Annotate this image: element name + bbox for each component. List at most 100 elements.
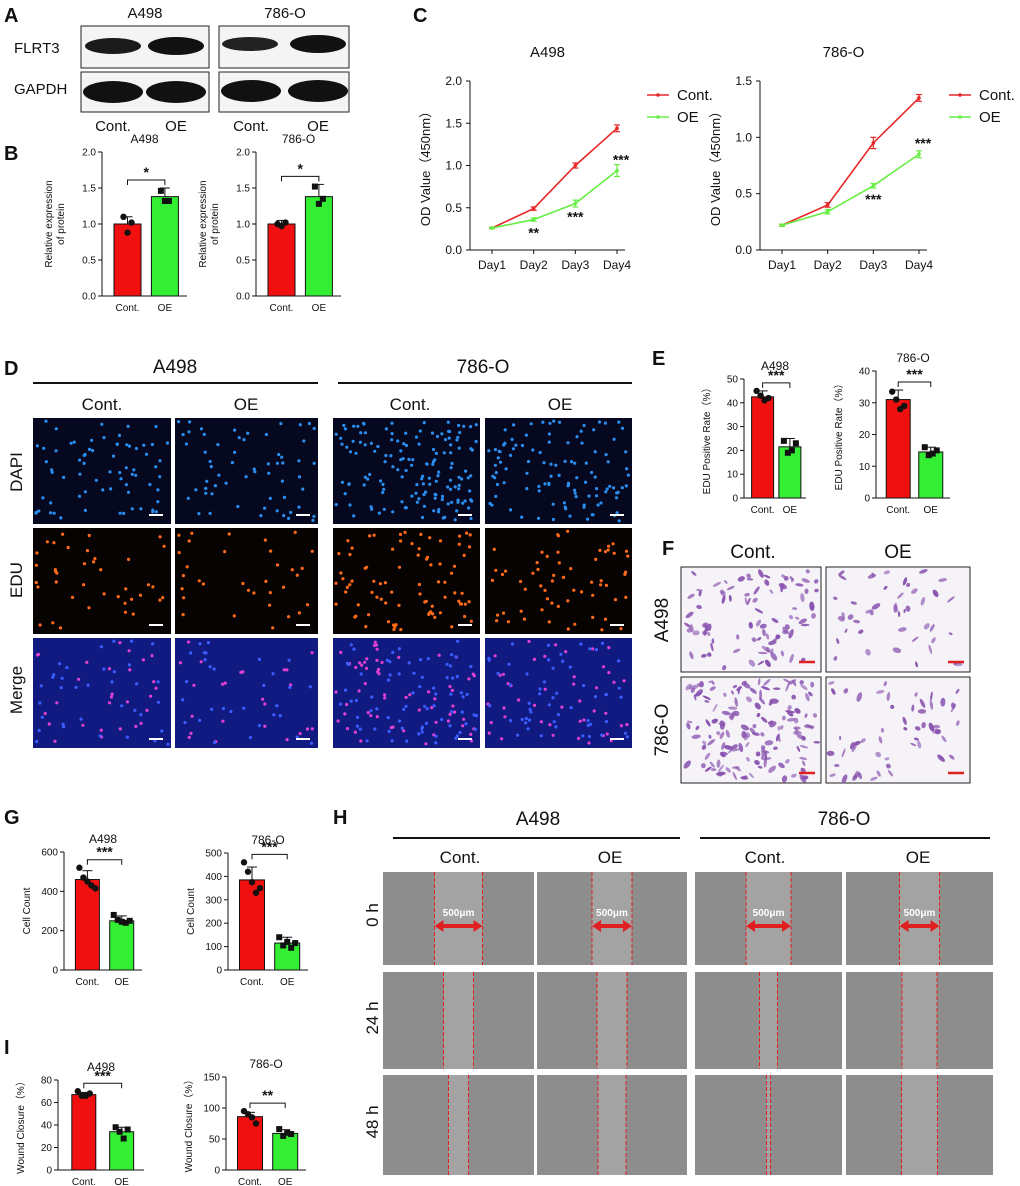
cell-nucleus	[448, 712, 452, 717]
data-point	[161, 197, 168, 204]
cell-nucleus	[457, 483, 461, 487]
cell-nucleus	[192, 683, 196, 687]
cell-nucleus	[416, 553, 420, 557]
stained-cell	[744, 592, 750, 597]
wound-gap	[443, 972, 474, 1069]
data-point	[126, 917, 133, 924]
micrograph-tile	[485, 638, 632, 748]
cell-nucleus	[366, 477, 370, 481]
cell-nucleus	[495, 619, 499, 623]
cell-nucleus	[586, 517, 590, 521]
stained-cell	[917, 709, 927, 714]
cell-nucleus	[158, 535, 162, 539]
cell-nucleus	[474, 714, 478, 718]
cell-nucleus	[577, 736, 581, 741]
cell-nucleus	[198, 642, 202, 646]
stained-cell	[839, 735, 842, 741]
data-point	[112, 1124, 119, 1131]
cell-nucleus	[434, 692, 438, 696]
cell-nucleus	[392, 627, 396, 632]
stained-cell	[725, 767, 731, 773]
cell-nucleus	[466, 476, 470, 480]
cell-nucleus	[87, 606, 91, 610]
stained-cell	[801, 578, 810, 583]
stained-cell	[756, 712, 761, 718]
cell-nucleus	[112, 670, 116, 674]
stained-cell	[841, 611, 846, 620]
cell-nucleus	[547, 620, 551, 624]
y-tick-label: 30	[727, 422, 739, 433]
cell-nucleus	[54, 569, 58, 574]
cell-nucleus	[429, 563, 433, 567]
chart-title: A498	[761, 359, 789, 373]
stained-cell	[711, 638, 715, 644]
cell-nucleus	[552, 419, 556, 423]
transwell-tile	[825, 566, 971, 673]
cell-nucleus	[488, 704, 492, 708]
cell-nucleus	[373, 640, 377, 644]
cell-nucleus	[246, 431, 250, 435]
stained-cell	[746, 578, 754, 581]
y-tick-label: 200	[41, 926, 58, 937]
chart-title: 786-O	[282, 132, 315, 146]
cell-nucleus	[359, 431, 363, 435]
cell-nucleus	[587, 734, 592, 739]
cell-nucleus	[355, 715, 360, 720]
cell-nucleus	[582, 423, 586, 428]
cell-nucleus	[554, 643, 558, 647]
cell-nucleus	[398, 532, 403, 537]
cell-nucleus	[561, 575, 566, 580]
data-point	[165, 197, 172, 204]
cell-nucleus	[572, 675, 576, 679]
stained-cell	[786, 710, 794, 717]
cell-nucleus	[212, 740, 217, 745]
cell-nucleus	[186, 640, 191, 644]
cell-nucleus	[549, 474, 553, 478]
cell-nucleus	[390, 590, 394, 594]
y-tick-label: 50	[209, 1135, 221, 1146]
y-tick-label: 0	[52, 966, 58, 977]
cell-nucleus	[132, 468, 136, 472]
stained-cell	[708, 734, 712, 739]
stained-cell	[702, 740, 707, 745]
cell-nucleus	[415, 483, 419, 487]
y-tick-label: 0.5	[735, 187, 752, 201]
cell-nucleus	[556, 604, 560, 609]
cell-nucleus	[448, 724, 452, 728]
stained-cell	[740, 724, 750, 731]
significance-bracket	[127, 179, 166, 185]
series-line-cont	[491, 127, 618, 229]
stained-cell	[804, 713, 808, 718]
cell-nucleus	[502, 706, 506, 710]
d-group-a498: A498	[153, 357, 197, 378]
cell-nucleus	[289, 683, 293, 687]
cell-nucleus	[194, 488, 198, 492]
data-point	[280, 1132, 287, 1139]
stained-cell	[746, 696, 752, 703]
cell-nucleus	[526, 459, 531, 464]
chart-title: A498	[130, 132, 158, 146]
stained-cell	[867, 573, 876, 579]
cell-nucleus	[130, 639, 134, 643]
cell-nucleus	[252, 591, 256, 595]
cell-nucleus	[503, 441, 507, 445]
y-axis-label: Cell Count	[22, 887, 33, 934]
cell-nucleus	[363, 443, 367, 447]
cell-nucleus	[38, 701, 42, 705]
cell-nucleus	[446, 485, 450, 489]
cell-nucleus	[418, 685, 422, 689]
stained-cell	[805, 569, 810, 574]
cell-nucleus	[285, 738, 289, 742]
cell-nucleus	[82, 461, 86, 465]
cell-nucleus	[93, 557, 97, 561]
data-point	[292, 940, 299, 947]
stained-cell	[876, 770, 881, 777]
cell-nucleus	[457, 475, 461, 479]
cell-nucleus	[107, 667, 112, 671]
cell-nucleus	[559, 652, 563, 656]
cell-nucleus	[430, 431, 435, 435]
cell-nucleus	[262, 683, 266, 688]
cell-nucleus	[456, 639, 460, 643]
cell-nucleus	[204, 491, 208, 495]
stained-cell	[757, 678, 761, 686]
